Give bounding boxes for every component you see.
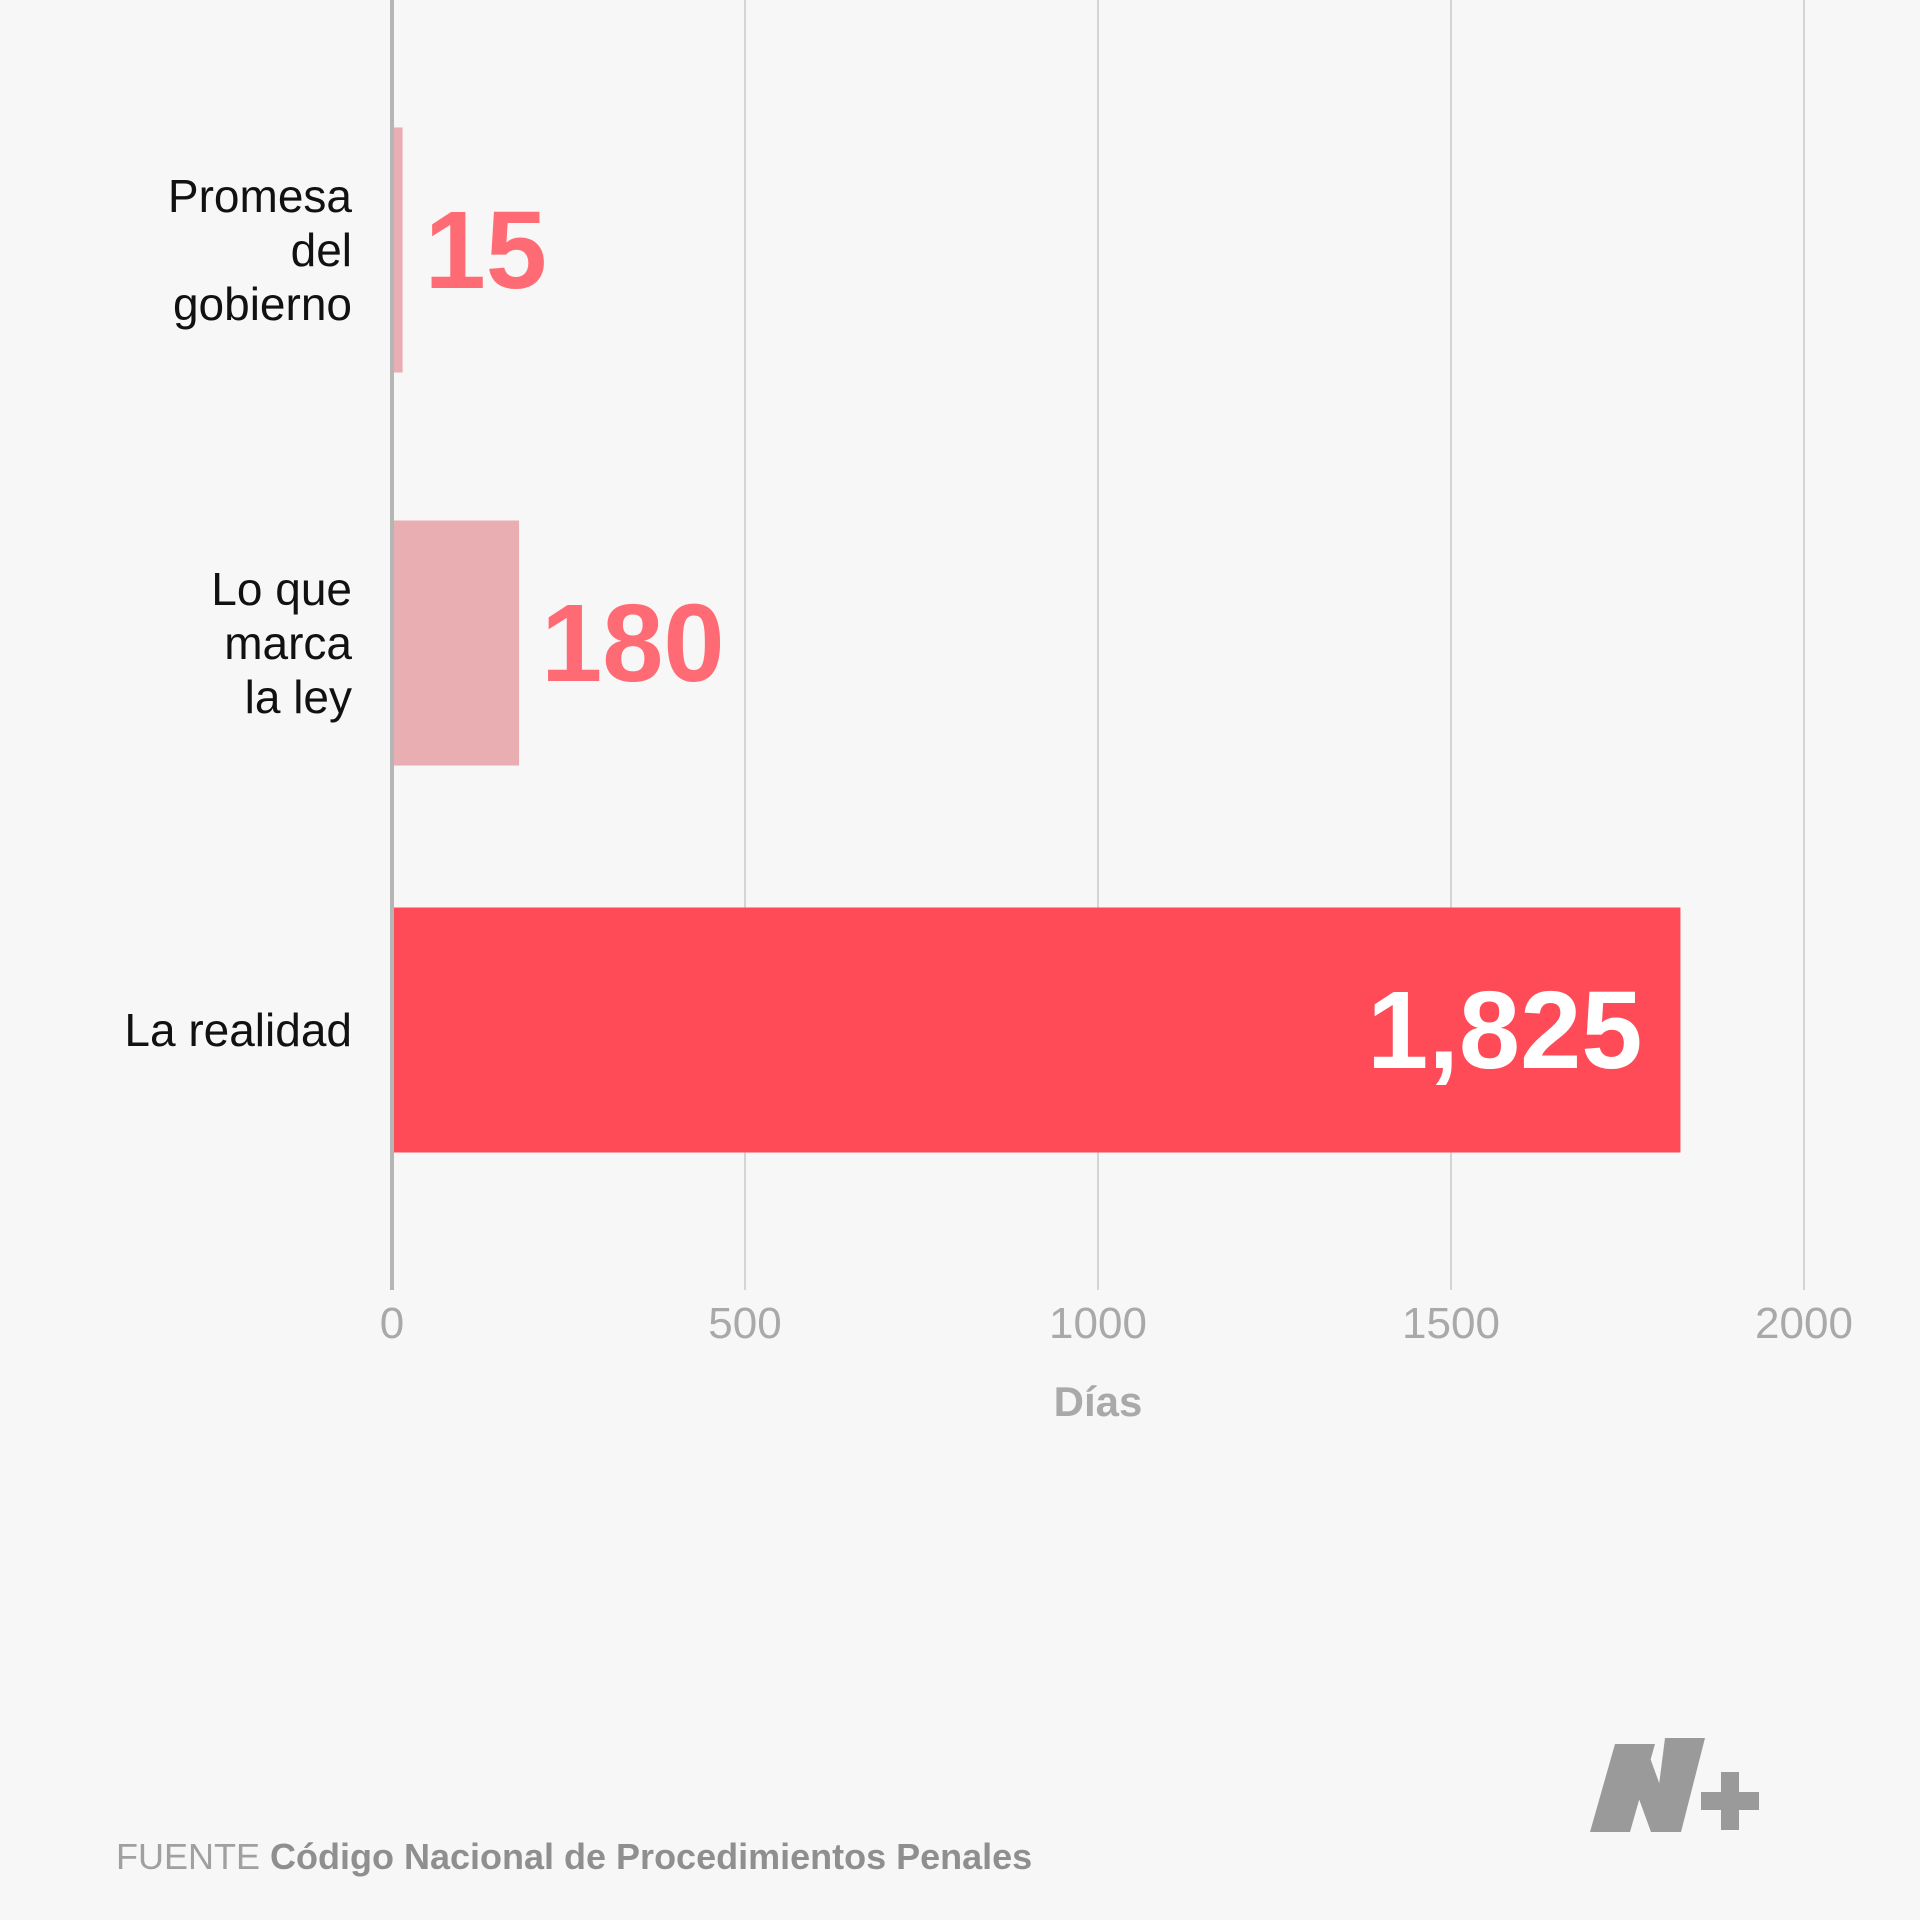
x-tick-label-0: 0 [380, 1299, 404, 1348]
x-tick-label-500: 500 [708, 1299, 781, 1348]
value-labels: 15 180 1,825 [425, 189, 1643, 1092]
category-label-0: Promesa del gobierno [168, 170, 352, 330]
source-name: Código Nacional de Procedimientos Penale… [270, 1836, 1033, 1877]
x-tick-label-1000: 1000 [1049, 1299, 1147, 1348]
category-label-0-line-1: del [291, 224, 352, 276]
bar-0 [392, 127, 403, 373]
logo-n-right [1653, 1738, 1705, 1832]
value-label-1: 180 [541, 582, 725, 705]
category-label-1: Lo que marca la ley [211, 563, 352, 723]
category-label-1-line-2: la ley [245, 671, 352, 723]
logo-plus-horizontal [1701, 1792, 1759, 1810]
axes: 0 500 1000 1500 2000 [380, 0, 1853, 1348]
value-label-2: 1,825 [1367, 969, 1642, 1092]
x-axis-title: Días [1054, 1378, 1143, 1425]
category-label-0-line-2: gobierno [173, 278, 352, 330]
category-label-1-line-0: Lo que [211, 563, 352, 615]
category-labels: Promesa del gobierno Lo que marca la ley La re… [124, 170, 352, 1056]
x-tick-label-1500: 1500 [1402, 1299, 1500, 1348]
category-label-2-line-0: La realidad [124, 1004, 352, 1056]
x-tick-label-2000: 2000 [1755, 1299, 1853, 1348]
category-label-0-line-0: Promesa [168, 170, 352, 222]
source-prefix: FUENTE [116, 1836, 260, 1877]
value-label-0: 15 [425, 189, 547, 312]
bars [392, 127, 1681, 1153]
bar-1 [392, 520, 520, 766]
category-label-1-line-1: marca [224, 617, 352, 669]
source-note: FUENTE Código Nacional de Procedimientos… [116, 1836, 1032, 1878]
bar-2 [392, 907, 1681, 1153]
category-label-2: La realidad [124, 1004, 352, 1056]
n-plus-logo [1590, 1738, 1759, 1832]
